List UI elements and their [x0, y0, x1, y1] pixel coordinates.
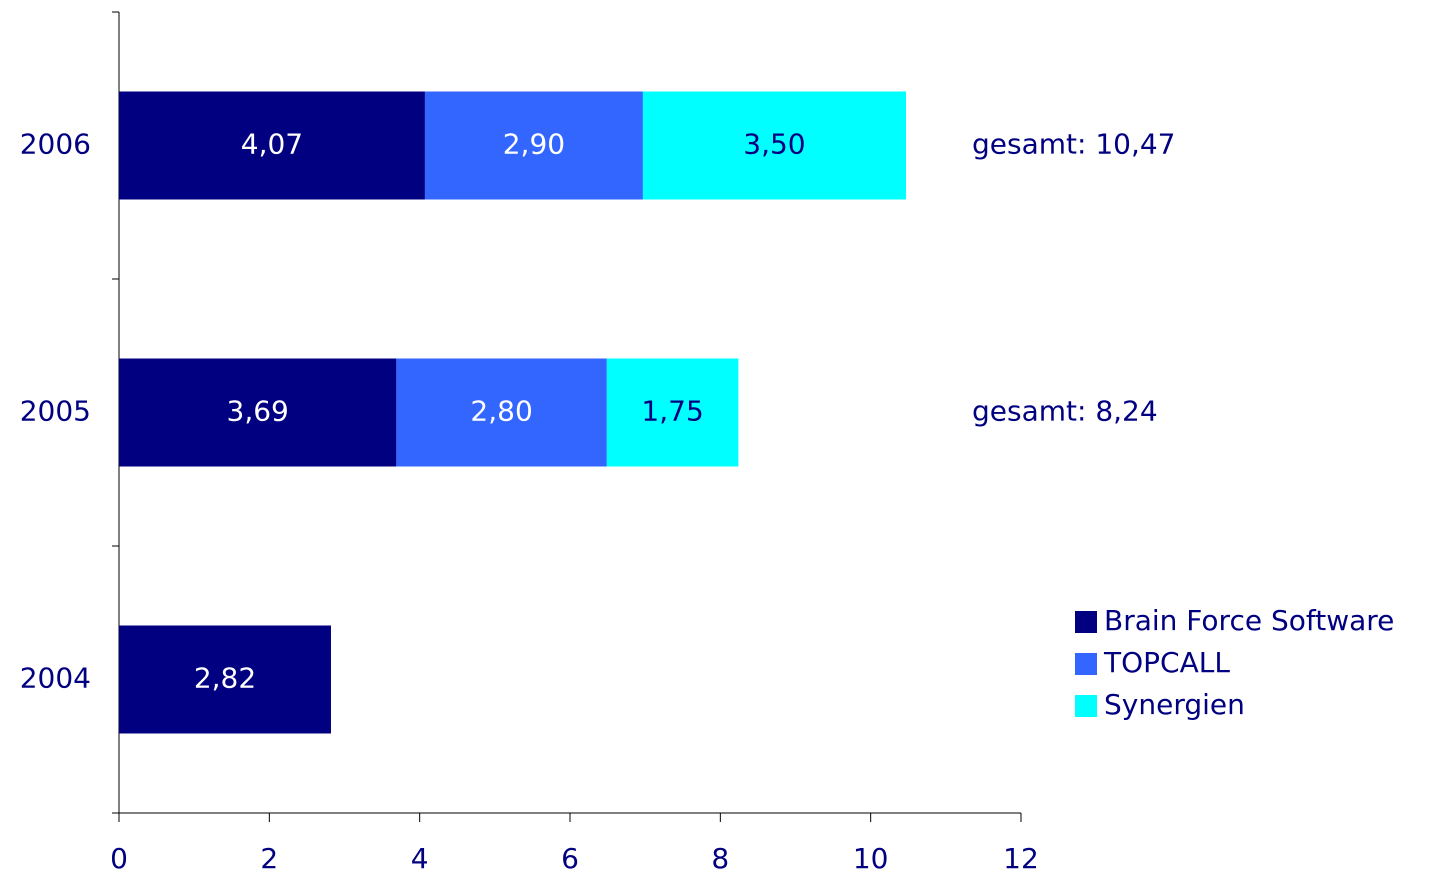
legend-swatch [1075, 695, 1097, 717]
y-tick-label: 2004 [20, 662, 91, 695]
total-label: gesamt: 8,24 [972, 395, 1158, 428]
value-label: 1,75 [641, 395, 703, 428]
bar [424, 91, 643, 200]
value-label: 2,90 [503, 128, 565, 161]
x-tick-label: 6 [561, 842, 579, 875]
bar [606, 358, 739, 467]
y-tick-label: 2005 [20, 395, 91, 428]
bar [642, 91, 906, 200]
value-label: 2,82 [194, 662, 256, 695]
y-tick-label: 2006 [20, 128, 91, 161]
legend-label: TOPCALL [1103, 646, 1230, 679]
legend-label: Brain Force Software [1104, 604, 1394, 637]
total-label: gesamt: 10,47 [972, 128, 1176, 161]
bar [119, 91, 425, 200]
legend-label: Synergien [1104, 688, 1245, 721]
x-tick-label: 2 [260, 842, 278, 875]
value-label: 3,50 [743, 128, 805, 161]
bar [119, 358, 397, 467]
x-tick-label: 12 [1003, 842, 1039, 875]
legend-swatch [1075, 611, 1097, 633]
value-label: 2,80 [470, 395, 532, 428]
value-label: 4,07 [241, 128, 303, 161]
x-tick-label: 0 [110, 842, 128, 875]
x-tick-label: 4 [411, 842, 429, 875]
x-tick-label: 8 [711, 842, 729, 875]
bar [119, 625, 331, 734]
legend-swatch [1075, 653, 1097, 675]
value-label: 3,69 [227, 395, 289, 428]
bar [396, 358, 607, 467]
x-tick-label: 10 [853, 842, 889, 875]
